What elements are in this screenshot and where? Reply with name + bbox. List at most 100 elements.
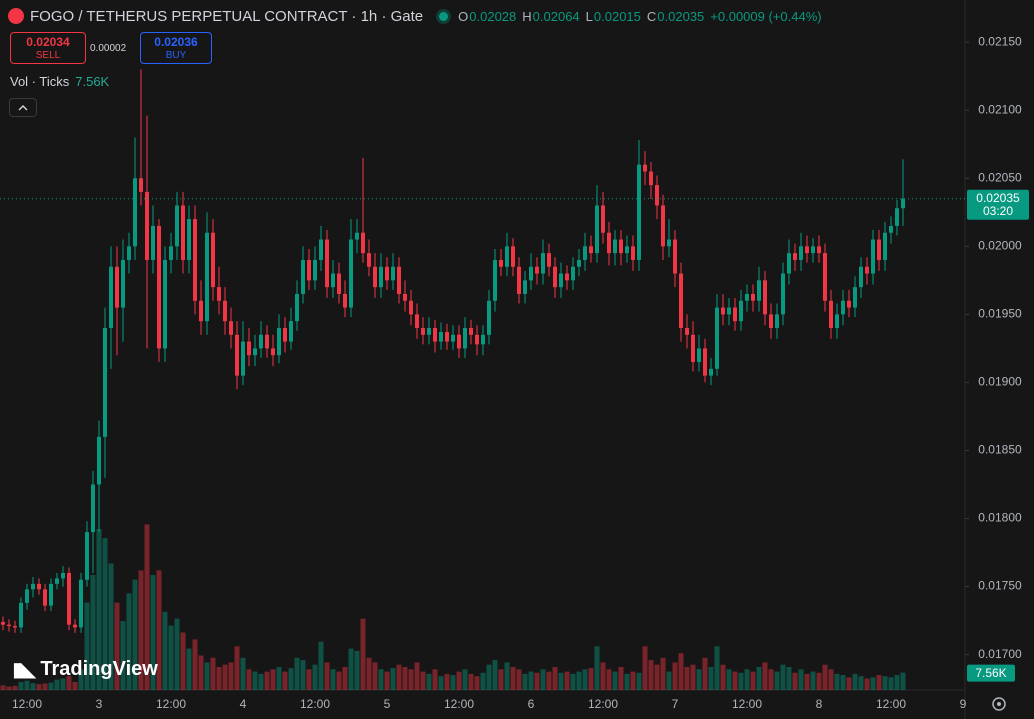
volume-bar bbox=[426, 673, 432, 690]
volume-bar bbox=[162, 611, 168, 690]
volume-bar bbox=[846, 677, 852, 690]
candle-body bbox=[235, 334, 239, 376]
y-tick-label: 0.01950 bbox=[978, 307, 1022, 321]
candle-body bbox=[163, 259, 167, 349]
volume-legend-value: 7.56K bbox=[75, 74, 110, 89]
settings-icon-core bbox=[997, 702, 1001, 706]
volume-bar bbox=[78, 669, 84, 690]
candle-body bbox=[685, 327, 689, 335]
buy-button[interactable]: 0.02036 BUY bbox=[140, 32, 212, 64]
candle-body bbox=[529, 266, 533, 281]
volume-bar bbox=[288, 668, 294, 690]
candle-body bbox=[541, 253, 545, 274]
volume-bar bbox=[306, 669, 312, 690]
volume-bar bbox=[804, 673, 810, 690]
candle-body bbox=[367, 253, 371, 267]
volume-bar bbox=[186, 648, 192, 690]
candle-body bbox=[805, 246, 809, 254]
volume-bar bbox=[786, 667, 792, 690]
branding: ▮◣ TradingView bbox=[12, 657, 158, 682]
volume-bar bbox=[444, 673, 450, 690]
volume-bar bbox=[294, 657, 300, 690]
x-tick-label: 9 bbox=[960, 697, 967, 711]
volume-bar bbox=[378, 669, 384, 690]
volume-bar bbox=[630, 671, 636, 690]
x-tick-label: 12:00 bbox=[156, 697, 186, 711]
volume-bar bbox=[882, 676, 888, 690]
volume-bar bbox=[714, 646, 720, 690]
candle-body bbox=[349, 239, 353, 308]
candle-body bbox=[103, 327, 107, 437]
candle-body bbox=[883, 232, 887, 260]
volume-bar bbox=[246, 669, 252, 690]
sell-button[interactable]: 0.02034 SELL bbox=[10, 32, 86, 64]
volume-bar bbox=[204, 662, 210, 690]
volume-bar bbox=[342, 667, 348, 690]
y-tick-label: 0.01800 bbox=[978, 511, 1022, 525]
volume-bar bbox=[642, 646, 648, 690]
candle-body bbox=[439, 332, 443, 342]
candle-body bbox=[289, 321, 293, 342]
candle-body bbox=[313, 259, 317, 281]
volume-bar bbox=[762, 662, 768, 690]
volume-bar bbox=[654, 664, 660, 690]
candle-body bbox=[457, 334, 461, 349]
volume-bar bbox=[732, 671, 738, 690]
volume-bar bbox=[702, 657, 708, 690]
volume-bar bbox=[468, 673, 474, 690]
volume-bar bbox=[876, 675, 882, 690]
candle-body bbox=[565, 273, 569, 281]
volume-bar bbox=[324, 662, 330, 690]
market-status[interactable] bbox=[439, 11, 449, 21]
volume-bar bbox=[858, 676, 864, 690]
volume-bar bbox=[456, 671, 462, 690]
candle-body bbox=[85, 532, 89, 580]
candle-body bbox=[259, 334, 263, 349]
candle-body bbox=[13, 626, 17, 628]
symbol-logo bbox=[8, 8, 24, 24]
volume-bar bbox=[474, 676, 480, 690]
candle-body bbox=[427, 327, 431, 335]
candle-body bbox=[157, 225, 161, 349]
candle-body bbox=[79, 579, 83, 628]
volume-bar bbox=[270, 669, 276, 690]
volume-bar bbox=[312, 664, 318, 690]
volume-bar bbox=[264, 671, 270, 690]
volume-bar bbox=[534, 672, 540, 690]
volume-bar bbox=[72, 681, 78, 690]
candle-body bbox=[133, 178, 137, 247]
candle-body bbox=[241, 341, 245, 376]
collapse-button[interactable] bbox=[9, 98, 37, 117]
volume-bar bbox=[498, 669, 504, 690]
volume-bar bbox=[828, 669, 834, 690]
volume-bar bbox=[870, 677, 876, 690]
candle-body bbox=[889, 225, 893, 233]
volume-bar bbox=[480, 672, 486, 690]
candle-body bbox=[613, 239, 617, 254]
candle-body bbox=[637, 164, 641, 260]
volume-bar bbox=[450, 675, 456, 690]
ohlc-key: C bbox=[646, 8, 657, 24]
candle-body bbox=[631, 246, 635, 260]
volume-bar bbox=[462, 669, 468, 690]
volume-bar bbox=[792, 672, 798, 690]
candle-body bbox=[373, 266, 377, 288]
volume-tag bbox=[967, 664, 1015, 682]
volume-bar bbox=[114, 602, 120, 690]
volume-bar bbox=[66, 676, 72, 690]
volume-bar bbox=[30, 683, 36, 690]
settings-icon[interactable] bbox=[992, 697, 1006, 711]
candle-body bbox=[265, 334, 269, 349]
candle-body bbox=[745, 293, 749, 301]
volume-bar bbox=[798, 669, 804, 690]
x-tick-label: 12:00 bbox=[444, 697, 474, 711]
x-tick-label: 8 bbox=[816, 697, 823, 711]
candle-body bbox=[325, 239, 329, 288]
volume-bar bbox=[822, 664, 828, 690]
candle-body bbox=[643, 164, 647, 172]
candle-body bbox=[493, 259, 497, 301]
candle-body bbox=[199, 300, 203, 322]
candle-body bbox=[187, 219, 191, 260]
candle-body bbox=[577, 259, 581, 267]
